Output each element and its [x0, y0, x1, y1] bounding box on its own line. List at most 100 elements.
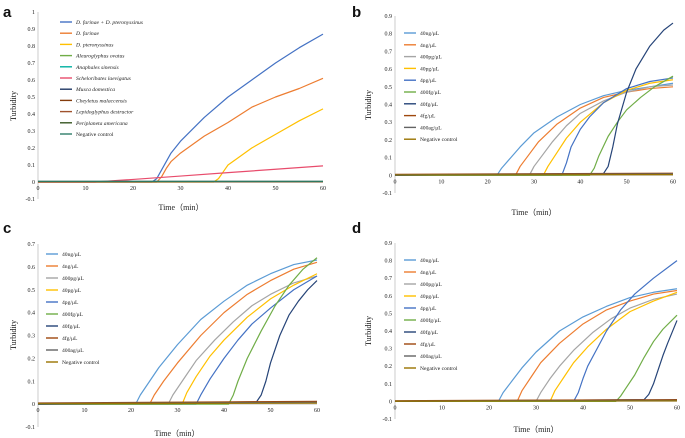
- y-tick-label: 0.5: [28, 288, 36, 294]
- legend-label: 40fg/μL: [62, 323, 81, 330]
- x-tick-label: 20: [128, 408, 134, 414]
- y-tick-label: -0.1: [26, 197, 36, 203]
- series-line-5: [38, 275, 318, 405]
- legend-label: Anaphales sinensis: [75, 65, 119, 71]
- y-tick-label: 1: [32, 10, 35, 16]
- legend-label: 400fg/μL: [420, 89, 442, 96]
- legend-label: 40pg/μL: [420, 66, 440, 72]
- legend-label: 400pg/μL: [420, 282, 443, 288]
- x-tick-label: 0: [37, 186, 40, 192]
- x-tick-label: 10: [83, 186, 89, 192]
- y-tick-label: 0.2: [385, 138, 393, 144]
- legend-label: 4ng/μL: [420, 43, 437, 49]
- series-line-5: [395, 77, 674, 176]
- legend-label: Negative control: [420, 137, 458, 143]
- x-axis-label: Time（min）: [511, 208, 556, 217]
- series-line-3: [395, 293, 678, 402]
- y-tick-label: 0.3: [28, 129, 36, 135]
- x-tick-label: 10: [439, 405, 445, 411]
- legend-label: 4ng/μL: [62, 264, 79, 270]
- y-tick-label: 0.7: [385, 276, 393, 282]
- x-tick-label: 0: [394, 405, 397, 411]
- legend-label: 40ng/μL: [420, 31, 440, 37]
- x-tick-label: 30: [175, 408, 181, 414]
- x-tick-label: 30: [533, 405, 539, 411]
- legend-label: Periplaneta americana: [75, 121, 128, 127]
- y-axis-label: Turbidity: [9, 91, 18, 121]
- legend-label: 4fg/μL: [420, 113, 436, 120]
- y-tick-label: 0.4: [385, 103, 393, 109]
- y-tick-label: 0.6: [385, 67, 393, 73]
- y-tick-label: 0.3: [385, 120, 393, 126]
- panel-letter: b: [352, 4, 361, 21]
- x-tick-label: 10: [82, 408, 88, 414]
- legend-label: 4pg/μL: [62, 300, 79, 306]
- y-tick-label: 0.2: [28, 356, 36, 362]
- x-tick-label: 0: [394, 179, 397, 185]
- y-tick-label: -0.1: [383, 191, 393, 197]
- panel-d: d -0.100.10.20.30.40.50.60.70.80.90 10 20 3…: [352, 220, 680, 434]
- y-tick-label: 0.7: [385, 49, 393, 55]
- legend-label: 400pg/μL: [62, 276, 85, 282]
- x-tick-label: 50: [627, 405, 633, 411]
- legend-label: 400fg/μL: [62, 311, 84, 318]
- x-axis-label: Time（min）: [158, 203, 203, 212]
- y-tick-label: 0.9: [28, 27, 36, 33]
- panel-letter: c: [3, 220, 11, 237]
- series-line-6: [38, 165, 324, 183]
- legend-label: Scheloribates laevigatus: [76, 76, 131, 82]
- panel-letter: a: [3, 4, 12, 21]
- legend-label: Cheyletus malaccensis: [76, 98, 127, 104]
- x-tick-label: 30: [531, 179, 537, 185]
- legend-label: 40ng/μL: [62, 252, 82, 258]
- series-line-1: [395, 288, 678, 402]
- y-tick-label: 0.4: [385, 329, 393, 335]
- y-tick-label: 0.1: [385, 382, 393, 388]
- y-tick-label: 0.1: [28, 379, 36, 385]
- x-tick-label: 20: [486, 405, 492, 411]
- legend-label: Negative control: [62, 360, 100, 366]
- series-line-2: [38, 261, 318, 405]
- x-tick-label: 20: [485, 179, 491, 185]
- y-tick-label: 0: [32, 402, 35, 408]
- x-tick-label: 60: [670, 179, 676, 185]
- y-tick-label: 0.7: [28, 242, 36, 248]
- y-tick-label: 0.5: [28, 95, 36, 101]
- series-line-7: [394, 320, 678, 402]
- panel-letter: d: [352, 220, 361, 237]
- series-line-2: [395, 289, 678, 402]
- y-tick-label: -0.1: [26, 425, 36, 431]
- panel-c: c -0.1 0 0.1 0.2 0.3 0.4 0.5 0.6 0.7 0 10 20 30 40 50 6…: [3, 220, 320, 438]
- x-tick-label: 10: [438, 179, 444, 185]
- y-tick-label: 0.8: [385, 259, 393, 265]
- y-tick-label: 0.7: [28, 61, 36, 67]
- legend-label: 400ag/μL: [420, 354, 442, 360]
- series-line-5: [395, 260, 678, 402]
- legend-label: 400ag/μL: [420, 125, 442, 131]
- legend-label: 4pg/μL: [420, 306, 437, 312]
- series-line-4: [395, 291, 678, 402]
- y-tick-label: 0.9: [385, 14, 393, 20]
- y-tick-label: 0.6: [28, 265, 36, 271]
- legend-label: Lepidoglyphus destructor: [75, 110, 134, 116]
- legend-label: 400pg/μL: [420, 55, 443, 61]
- y-tick-label: 0.5: [385, 85, 393, 91]
- y-tick-label: 0.5: [385, 311, 393, 317]
- panel-a: a -0.100.10.20.30.40.50.60.70.80.910 10 20…: [3, 4, 326, 212]
- legend-label: 40ng/μL: [420, 258, 440, 264]
- series-line-6: [395, 75, 674, 176]
- legend-label: Negative control: [76, 132, 114, 138]
- y-tick-label: 0.9: [385, 241, 393, 247]
- x-tick-label: 40: [577, 179, 583, 185]
- x-axis-label: Time（min）: [154, 429, 199, 438]
- legend-label: 400ag/μL: [62, 348, 84, 354]
- legend-label: 4pg/μL: [420, 78, 437, 84]
- legend-label: D. pteronyssinus: [75, 42, 113, 48]
- y-tick-label: 0.8: [28, 44, 36, 50]
- x-tick-label: 60: [314, 408, 320, 414]
- series-line-4: [38, 273, 318, 405]
- y-tick-label: 0: [389, 173, 392, 179]
- y-tick-label: 0: [32, 180, 35, 186]
- y-tick-label: 0.1: [385, 156, 393, 162]
- y-tick-label: 0.8: [385, 32, 393, 38]
